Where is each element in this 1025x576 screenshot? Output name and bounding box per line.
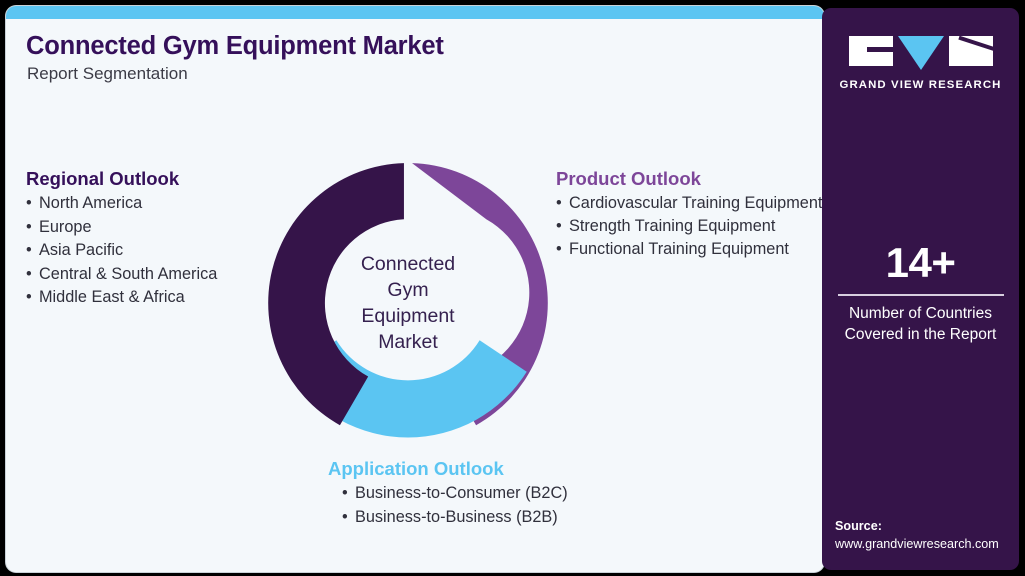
list-item: Strength Training Equipment [556,215,824,238]
side-panel: GRAND VIEW RESEARCH 14+ Number of Countr… [822,8,1019,570]
application-outlook-heading: Application Outlook [328,458,504,479]
list-item: Cardiovascular Training Equipment [556,192,824,215]
list-item: Central & South America [26,263,276,287]
list-item: Business-to-Consumer (B2C) [342,482,728,506]
list-item: Europe [26,216,276,240]
product-outlook-heading: Product Outlook [556,168,701,189]
source-block: Source: www.grandviewresearch.com [835,517,1015,553]
stat-value: 14+ [885,239,956,286]
product-outlook-list: Cardiovascular Training Equipment Streng… [556,192,824,261]
stat-caption-line-1: Number of Countries [848,305,992,322]
application-outlook-block: Application Outlook Business-to-Consumer… [328,458,728,529]
regional-outlook-list: North America Europe Asia Pacific Centra… [26,192,276,310]
list-item: Functional Training Equipment [556,238,824,261]
list-item: Middle East & Africa [26,286,276,310]
page-subtitle: Report Segmentation [27,64,188,83]
logo-letter-r-icon [948,36,993,66]
main-card: Connected Gym Equipment Market Report Se… [6,6,824,572]
stat-caption-line-2: Covered in the Report [844,326,997,343]
regional-outlook-heading: Regional Outlook [26,168,180,189]
logo-wordmark: GRAND VIEW RESEARCH [839,79,1002,91]
regional-outlook-block: Regional Outlook North America Europe As… [26,168,276,310]
list-item: North America [26,192,276,216]
top-accent-bar [6,6,824,19]
list-item: Business-to-Business (B2B) [342,506,728,530]
application-outlook-list: Business-to-Consumer (B2C) Business-to-B… [328,482,728,529]
page-title: Connected Gym Equipment Market [26,32,444,60]
donut-segment-regional [268,163,404,426]
source-label: Source: [835,519,882,533]
list-item: Asia Pacific [26,239,276,263]
donut-svg [268,163,548,438]
source-url: www.grandviewresearch.com [835,537,999,551]
logo-letter-v-triangle-icon [897,36,944,70]
grand-view-research-logo: GRAND VIEW RESEARCH [822,36,1019,91]
logo-marks [848,36,993,70]
stat-divider [837,294,1004,296]
logo-letter-g-icon [848,36,893,66]
product-outlook-block: Product Outlook Cardiovascular Training … [556,168,824,261]
stat-caption: Number of Countries Covered in the Repor… [822,303,1019,345]
donut-segment-product [412,163,548,426]
segmentation-donut-chart: Connected Gym Equipment Market [263,158,553,448]
countries-stat-block: 14+ Number of Countries Covered in the R… [822,240,1019,345]
